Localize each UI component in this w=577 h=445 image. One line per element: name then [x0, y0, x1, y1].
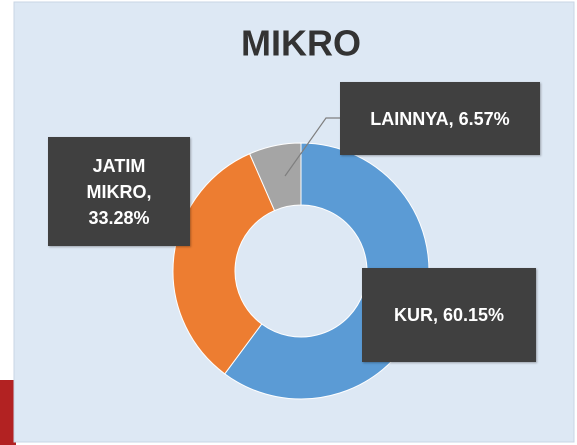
chart-title: MIKRO	[241, 23, 361, 64]
leader-line	[284, 117, 340, 177]
data-label: KUR, 60.15%	[362, 268, 536, 362]
data-label: JATIM MIKRO, 33.28%	[48, 137, 190, 246]
decoration	[0, 380, 16, 445]
donut-slice	[172, 153, 276, 375]
donut-slice	[248, 142, 302, 212]
data-label: LAINNYA, 6.57%	[340, 82, 540, 155]
